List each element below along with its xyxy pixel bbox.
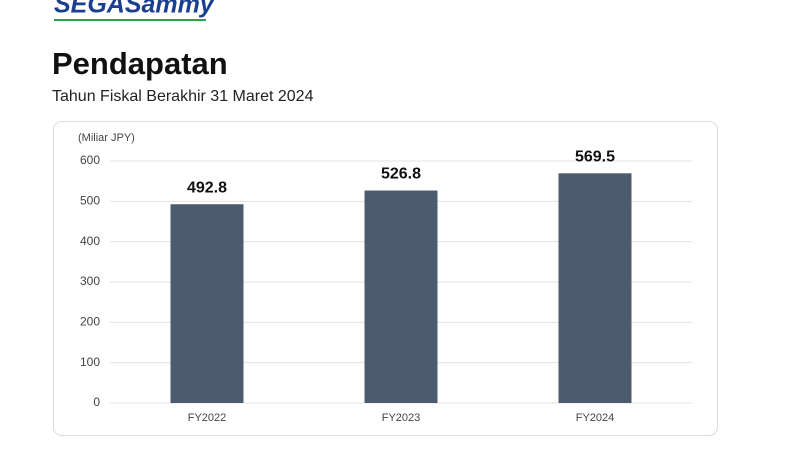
x-tick-label: FY2024 xyxy=(576,412,615,424)
value-label: 569.5 xyxy=(575,149,615,166)
chart-subtitle: Tahun Fiskal Berakhir 31 Maret 2024 xyxy=(52,88,314,105)
y-tick-label: 0 xyxy=(93,395,100,409)
y-tick-label: 300 xyxy=(80,274,100,288)
value-label: 526.8 xyxy=(381,166,421,183)
y-tick-label: 200 xyxy=(80,315,100,329)
x-tick-label: FY2023 xyxy=(382,412,421,424)
y-tick-label: 100 xyxy=(80,355,100,369)
chart-title: Pendapatan xyxy=(52,46,228,81)
y-tick-label: 400 xyxy=(80,234,100,248)
y-axis-label: (Miliar JPY) xyxy=(78,132,135,144)
x-tick-label: FY2022 xyxy=(188,412,227,424)
y-tick-label: 600 xyxy=(80,153,100,167)
y-tick-label: 500 xyxy=(80,194,100,208)
logo: SEGASammy xyxy=(54,0,215,19)
value-label: 492.8 xyxy=(187,179,227,196)
bar xyxy=(364,190,438,403)
bar xyxy=(558,173,632,403)
bar xyxy=(170,204,244,403)
